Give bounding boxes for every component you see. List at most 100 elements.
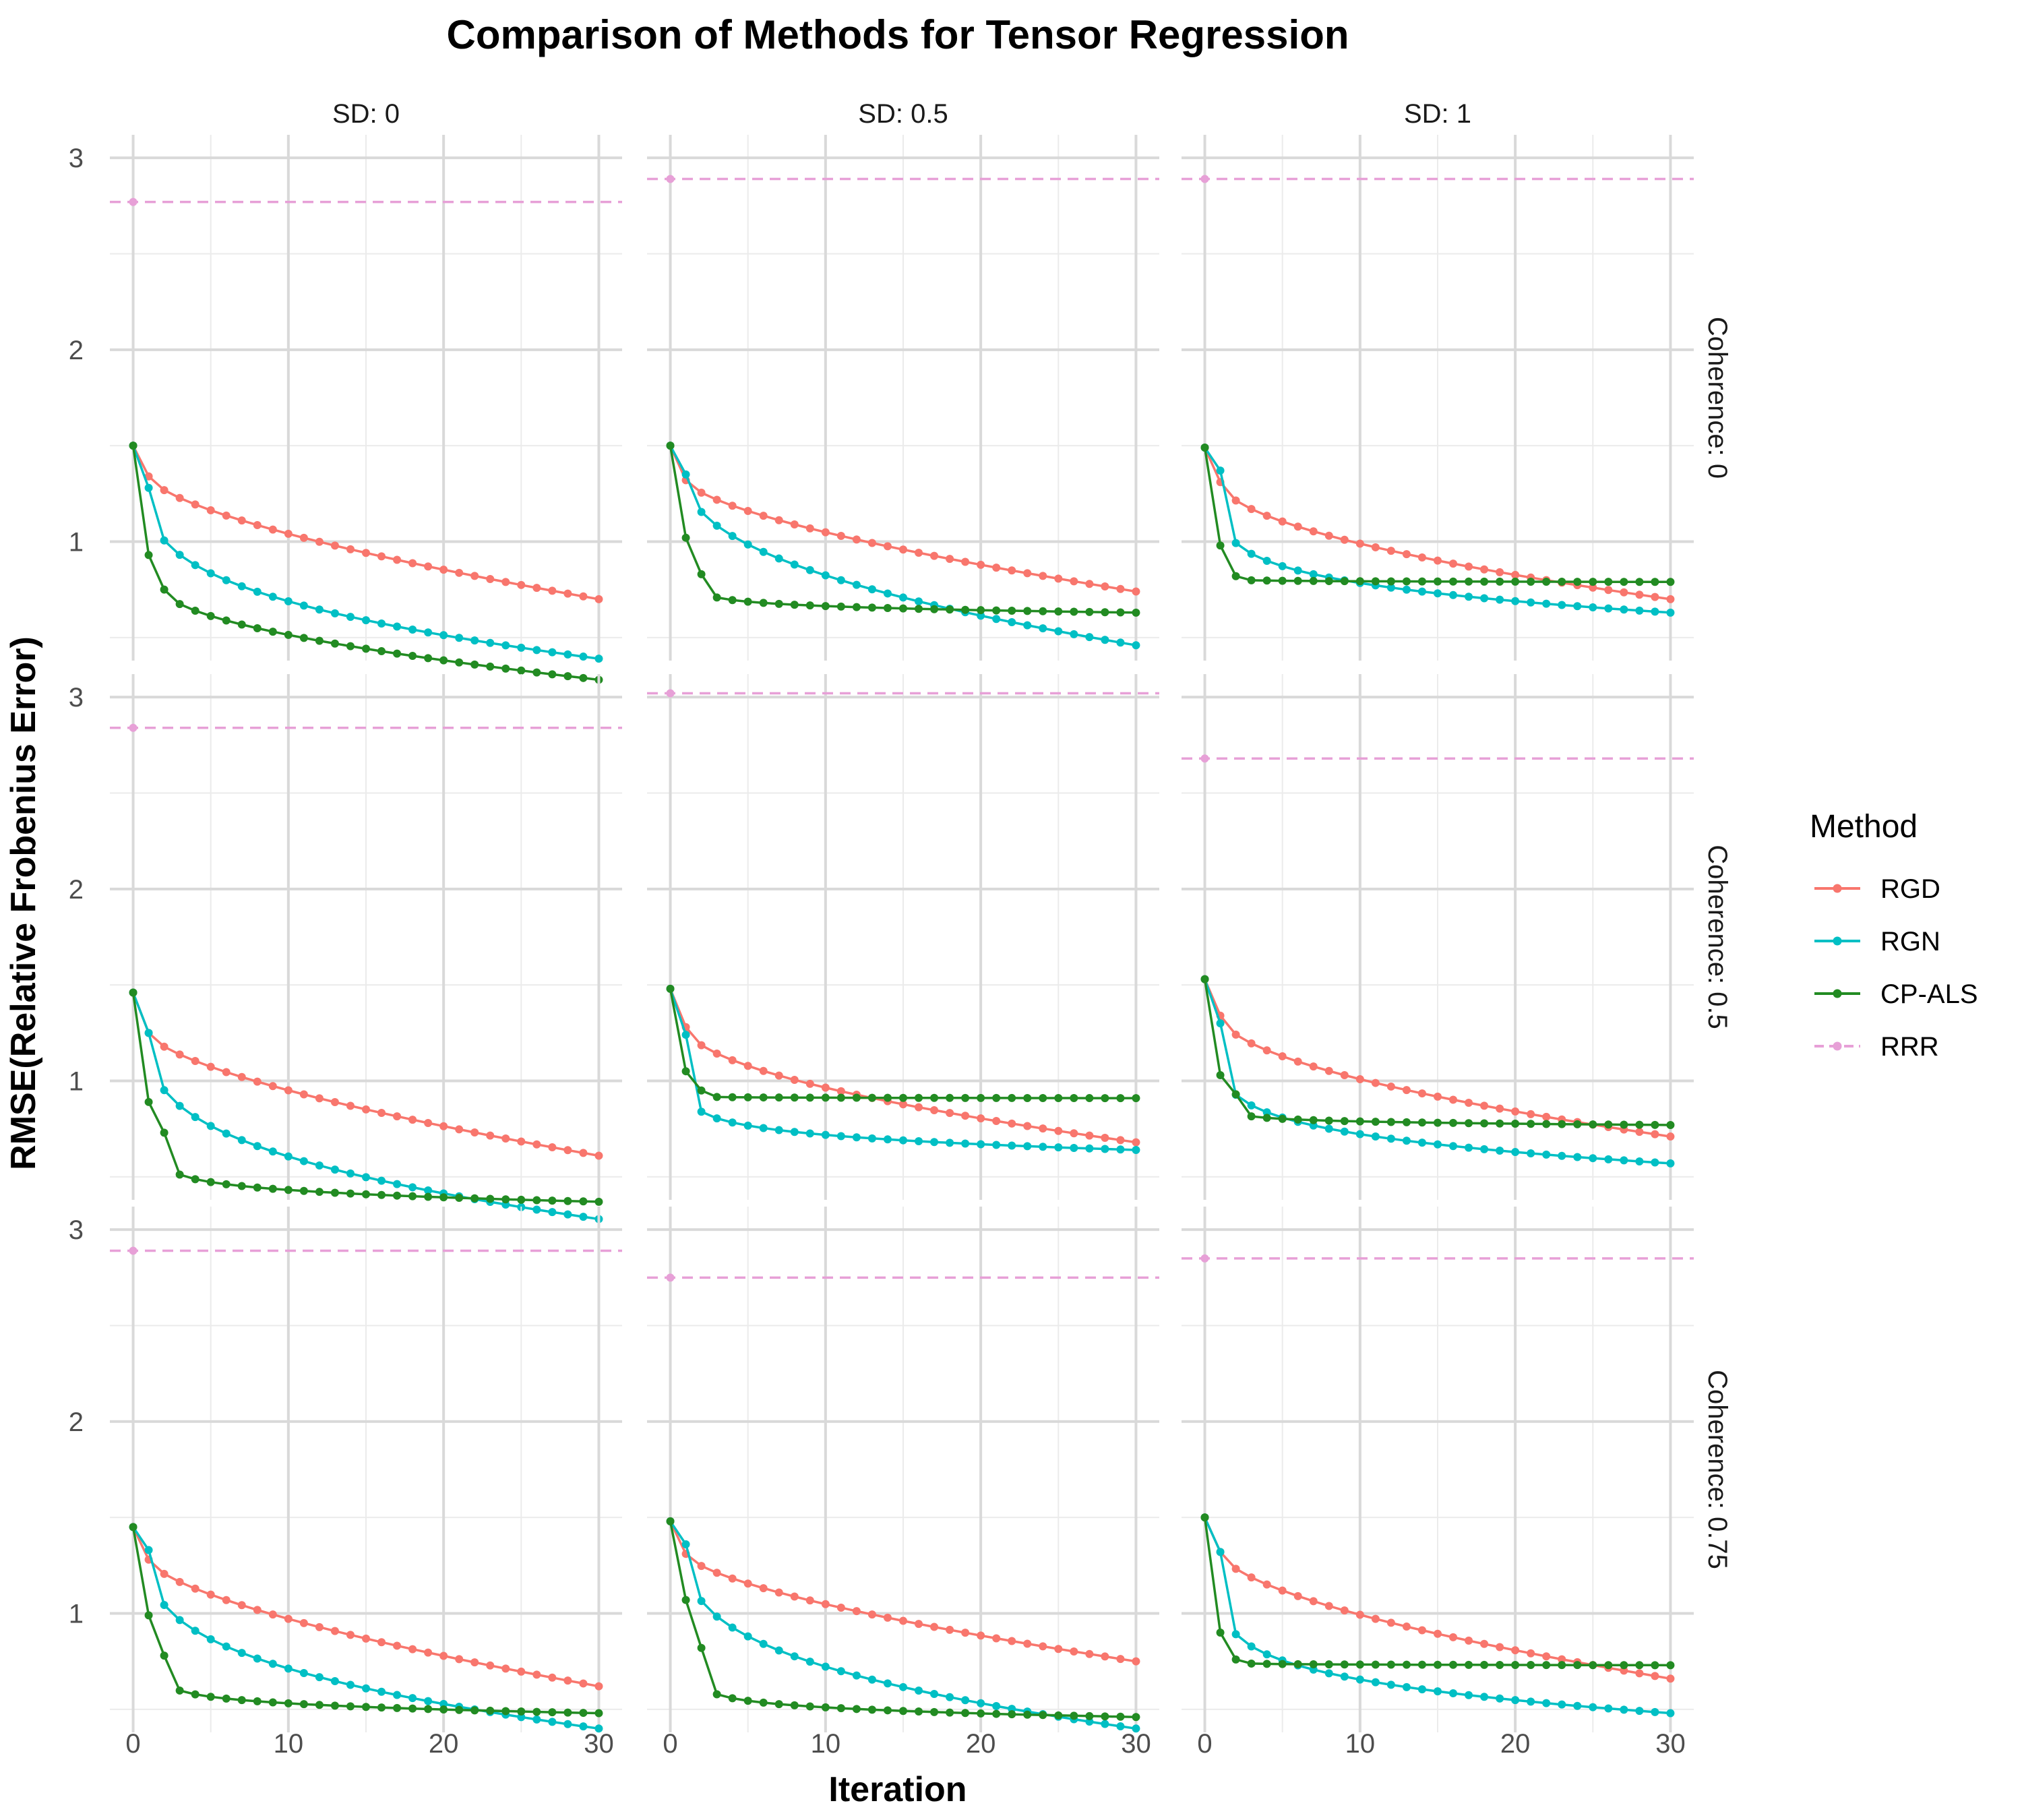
cp-als-point — [1480, 577, 1489, 586]
cp-als-point — [977, 1709, 985, 1718]
cp-als-point — [666, 1517, 675, 1525]
rgd-point — [299, 1618, 308, 1627]
rgn-point — [836, 576, 845, 584]
rgn-point — [1465, 593, 1473, 601]
rrr-point — [1200, 754, 1209, 763]
x-tick-label: 20 — [966, 1729, 996, 1759]
rgd-point — [1402, 1622, 1411, 1631]
rgn-point — [594, 1724, 603, 1733]
rgn-point — [759, 1639, 768, 1648]
rgd-point — [377, 1109, 386, 1118]
cp-als-point — [1465, 1119, 1473, 1128]
cp-als-point — [299, 634, 308, 642]
rgd-point — [712, 495, 721, 504]
cp-als-point — [1386, 577, 1395, 586]
rgn-point — [191, 561, 200, 570]
cp-als-point — [852, 603, 861, 611]
rgd-point — [1417, 1626, 1426, 1635]
cp-als-point — [1324, 1116, 1333, 1125]
rgd-point — [1589, 583, 1597, 592]
x-tick-label: 30 — [1655, 1729, 1686, 1759]
rgd-point — [517, 580, 526, 589]
cp-als-point — [759, 599, 768, 607]
cp-als-point — [759, 1698, 768, 1707]
cp-als-point — [1371, 577, 1380, 586]
rgn-point — [563, 650, 572, 659]
rgn-point — [1262, 556, 1271, 565]
cp-als-point — [1496, 1660, 1504, 1669]
rgn-point — [1262, 1108, 1271, 1117]
cp-als-point — [1449, 1660, 1458, 1669]
rrr-point — [129, 198, 137, 206]
y-tick-label: 1 — [69, 1067, 84, 1097]
cp-als-point — [1511, 577, 1520, 586]
cp-als-point — [836, 1704, 845, 1713]
rgd-point — [222, 511, 231, 520]
cp-als-point — [191, 1690, 200, 1699]
cp-als-point — [697, 1086, 706, 1095]
rgn-point — [1620, 605, 1628, 614]
cp-als-point — [563, 1196, 572, 1205]
cp-als-point — [961, 605, 970, 614]
rgn-point — [1434, 1140, 1442, 1149]
rgn-point — [1651, 607, 1659, 616]
cp-als-point — [946, 605, 954, 614]
rgd-point — [455, 1655, 464, 1664]
rgn-point — [915, 597, 923, 606]
rgd-point — [759, 1066, 768, 1075]
rgd-point — [774, 1071, 783, 1080]
cp-als-point — [805, 1702, 814, 1711]
rgn-point — [867, 1675, 876, 1684]
cp-als-point — [501, 1195, 510, 1204]
rgd-point — [1496, 1643, 1504, 1651]
rgd-point — [548, 1143, 557, 1152]
rrr-point — [666, 1273, 675, 1282]
rgd-point — [930, 1622, 939, 1631]
cp-als-point — [1309, 1116, 1318, 1124]
cp-als-point — [899, 1707, 907, 1716]
rgd-point — [867, 539, 876, 547]
cp-als-point — [470, 660, 479, 669]
cp-als-point — [1116, 608, 1125, 617]
rgn-point — [697, 1597, 706, 1606]
cp-als-point — [697, 570, 706, 578]
cp-als-point — [1231, 1090, 1240, 1099]
rgd-point — [253, 1606, 262, 1614]
rgn-point — [579, 653, 588, 661]
rgn-point — [1604, 1704, 1613, 1713]
rgd-point — [501, 1134, 510, 1143]
rgn-point — [836, 1132, 845, 1141]
rgn-point — [1386, 1680, 1395, 1689]
rgd-point — [222, 1596, 231, 1604]
rgn-point — [1355, 1130, 1364, 1139]
cp-als-point — [1101, 1712, 1109, 1721]
cp-als-point — [805, 1093, 814, 1102]
cp-als-point — [517, 1195, 526, 1204]
rgn-point — [532, 1715, 541, 1724]
rgn-point — [222, 1642, 231, 1651]
cp-als-point — [1371, 1660, 1380, 1669]
rgd-point — [915, 548, 923, 557]
cp-als-point — [1262, 1660, 1271, 1668]
rgn-point — [1666, 1709, 1675, 1718]
rgn-point — [1480, 1145, 1489, 1153]
rgd-point — [424, 562, 433, 571]
rgn-point — [1480, 594, 1489, 603]
x-tick-label: 0 — [1197, 1729, 1212, 1759]
rgd-point — [284, 1086, 293, 1095]
rgn-point — [1216, 466, 1225, 475]
rgd-point — [594, 595, 603, 603]
rgd-point — [470, 1658, 479, 1667]
rgd-point — [1340, 1606, 1349, 1615]
cp-als-point — [1054, 607, 1063, 616]
rgn-point — [377, 619, 386, 628]
cp-als-point — [1542, 1661, 1551, 1670]
cp-als-point — [774, 599, 783, 608]
rgd-point — [222, 1068, 231, 1076]
rgn-point — [1101, 636, 1109, 644]
rgd-point — [946, 1109, 954, 1118]
rgd-point — [1402, 1086, 1411, 1095]
rgn-point — [1496, 595, 1504, 604]
cp-als-point — [1023, 1093, 1032, 1102]
cp-als-point — [1620, 578, 1628, 586]
